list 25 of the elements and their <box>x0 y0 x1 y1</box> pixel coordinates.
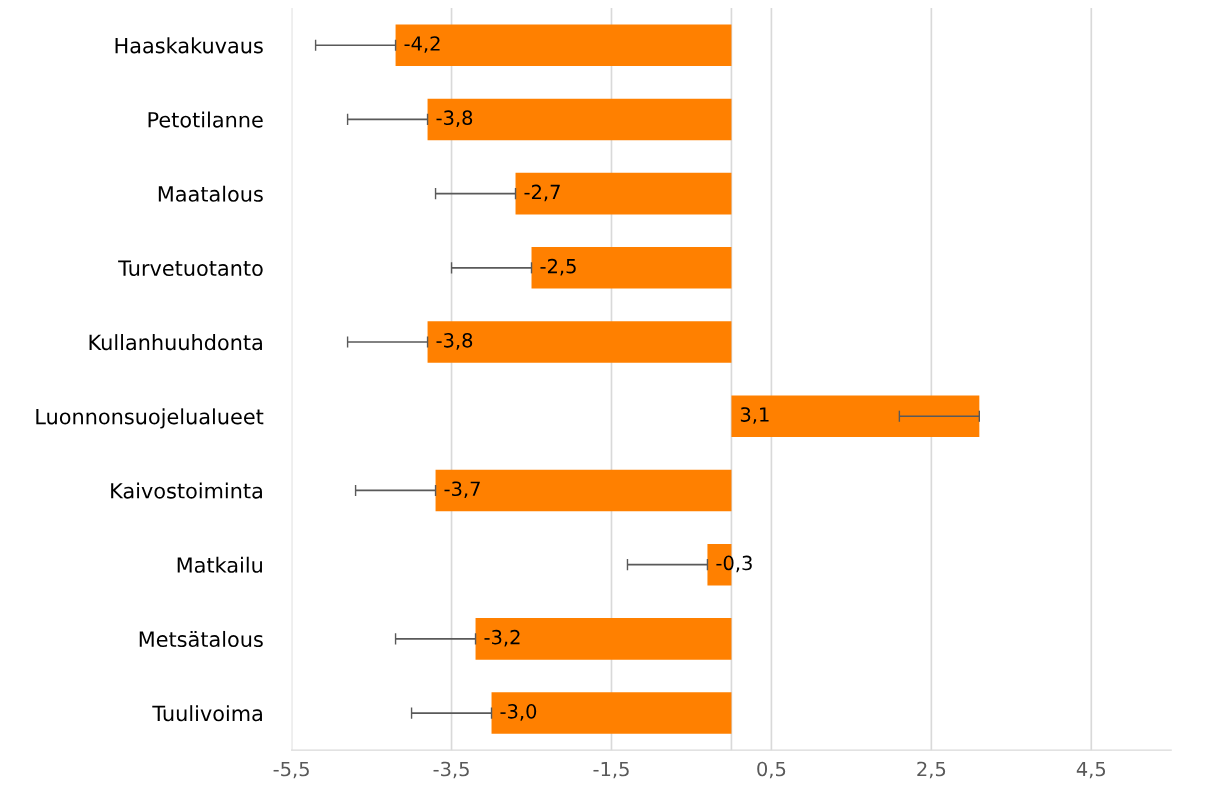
data-label: -3,7 <box>444 481 480 499</box>
y-tick-label: Tuulivoima <box>152 705 262 722</box>
y-tick-label: Luonnonsuojelualueet <box>36 408 264 429</box>
data-label: -2,7 <box>524 184 560 202</box>
x-tick-label: 2,5 <box>917 761 946 779</box>
y-tick-label: Kullanhuuhdonta <box>89 334 262 351</box>
x-tick-label: 4,5 <box>1076 761 1106 779</box>
data-label: 3,1 <box>740 407 769 424</box>
y-tick-label: Metsätalous <box>139 630 263 648</box>
data-label: -3,2 <box>484 629 520 647</box>
data-label: -4,2 <box>404 36 440 53</box>
y-tick-label: Matkailu <box>177 556 262 573</box>
data-label: -3,8 <box>436 110 473 128</box>
y-tick-label: Maatalous <box>158 185 263 202</box>
data-label: -2,5 <box>540 258 576 276</box>
y-tick-label: Haaskakuvaus <box>115 37 263 54</box>
x-tick-label: -3,5 <box>433 761 469 779</box>
data-label: -3,0 <box>500 704 537 721</box>
x-tick-label: -1,5 <box>593 761 629 779</box>
y-tick-label: Kaivostoiminta <box>111 482 262 499</box>
y-tick-label: Petotilanne <box>148 111 263 128</box>
x-tick-label: 0,5 <box>757 761 786 779</box>
data-label: -3,8 <box>436 332 473 350</box>
x-tick-label: -5,5 <box>273 761 309 779</box>
y-tick-label: Turvetuotanto <box>118 260 263 277</box>
